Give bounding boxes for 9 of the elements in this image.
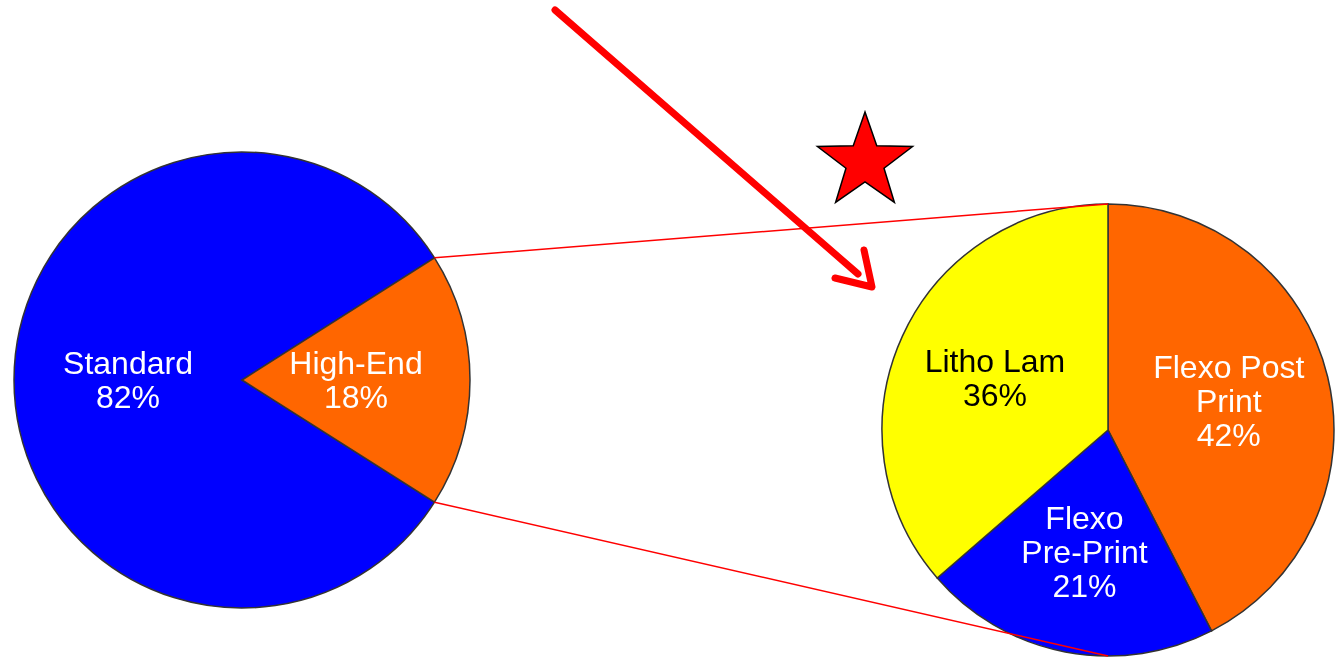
slice-label: Litho Lam bbox=[924, 343, 1066, 380]
slice-label: High-End bbox=[289, 345, 423, 381]
slice-label: Standard bbox=[63, 345, 193, 381]
slice-label: Flexo Post Print bbox=[1153, 348, 1305, 419]
data-label: 21% bbox=[1052, 568, 1117, 605]
data-label: 42% bbox=[1196, 416, 1261, 453]
slice-label: Flexo Pre-Print bbox=[1021, 500, 1148, 571]
data-label: 82% bbox=[95, 379, 161, 415]
data-label: 36% bbox=[962, 377, 1027, 414]
